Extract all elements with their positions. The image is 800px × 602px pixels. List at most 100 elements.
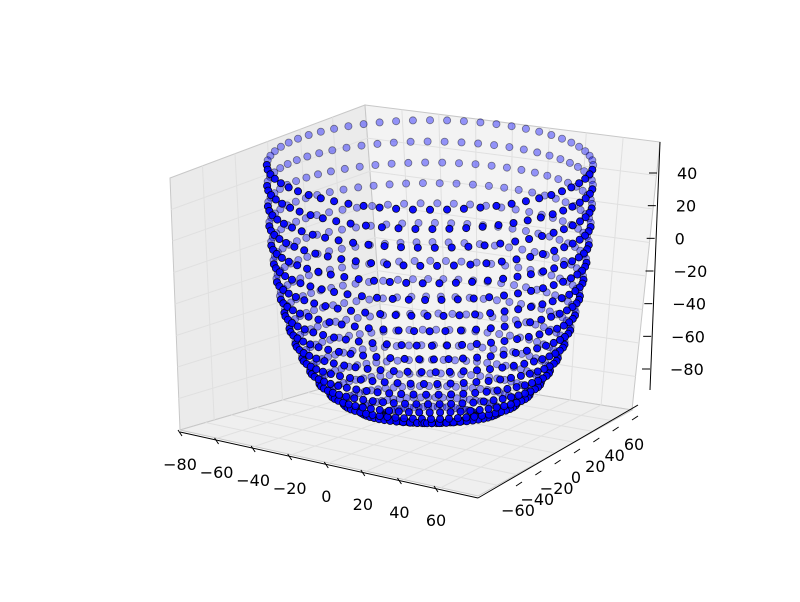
data-point: [282, 238, 291, 247]
data-point: [340, 361, 349, 370]
data-point: [486, 338, 495, 347]
data-point: [271, 195, 280, 204]
data-point: [568, 202, 577, 211]
z-tick-label: −40: [672, 295, 706, 314]
data-point: [542, 341, 551, 350]
data-point: [558, 217, 567, 226]
data-point: [389, 367, 398, 376]
data-point: [286, 203, 295, 212]
data-point: [337, 320, 346, 329]
x-tick: [433, 485, 439, 493]
data-point: [478, 222, 487, 231]
data-point: [471, 310, 480, 319]
data-point: [468, 180, 477, 189]
data-point: [369, 181, 378, 190]
data-point: [434, 390, 443, 399]
data-point: [529, 357, 538, 366]
data-point: [500, 322, 509, 331]
data-point: [403, 367, 412, 376]
data-point: [447, 399, 456, 408]
x-tick-label: −20: [273, 479, 307, 498]
data-point: [317, 285, 326, 294]
data-point: [300, 296, 309, 305]
data-point: [400, 399, 409, 408]
data-point: [379, 325, 388, 334]
data-point: [276, 142, 285, 151]
data-point: [393, 379, 402, 388]
data-point: [426, 256, 435, 265]
data-point: [399, 261, 408, 270]
data-point: [438, 158, 447, 167]
data-point: [373, 388, 382, 397]
data-point: [421, 295, 430, 304]
data-point: [561, 198, 570, 207]
data-point: [526, 270, 535, 279]
data-point: [444, 355, 453, 364]
data-point: [312, 365, 321, 374]
data-point: [547, 130, 556, 139]
data-point: [525, 207, 534, 216]
data-point: [391, 311, 400, 320]
data-point: [557, 294, 566, 303]
data-point: [402, 278, 411, 287]
y-tick: [535, 470, 542, 476]
data-point: [447, 390, 456, 399]
data-point: [471, 160, 480, 169]
data-point: [325, 318, 334, 327]
y-tick: [573, 448, 581, 454]
data-point: [509, 218, 518, 227]
data-point: [314, 267, 323, 276]
data-point: [297, 227, 306, 236]
data-point: [404, 341, 413, 350]
data-point: [357, 292, 366, 301]
data-point: [486, 324, 495, 333]
data-point: [462, 310, 471, 319]
data-point: [443, 116, 452, 125]
data-point: [385, 180, 394, 189]
data-point: [353, 313, 362, 322]
data-point: [346, 219, 355, 228]
data-point: [343, 290, 352, 299]
data-point: [500, 402, 509, 411]
data-point: [450, 356, 459, 365]
data-point: [469, 398, 478, 407]
data-point: [428, 225, 437, 234]
data-point: [291, 197, 300, 206]
data-point: [366, 404, 375, 413]
data-point: [578, 186, 587, 195]
data-point: [486, 309, 495, 318]
data-point: [475, 405, 484, 414]
data-point: [379, 276, 388, 285]
data-point: [537, 315, 546, 324]
data-point: [284, 289, 293, 298]
data-point: [345, 373, 354, 382]
data-point: [571, 287, 580, 296]
data-point: [418, 325, 427, 334]
data-point: [314, 315, 323, 324]
data-point: [457, 257, 466, 266]
data-point: [385, 389, 394, 398]
data-point: [275, 268, 284, 277]
data-point: [293, 322, 302, 331]
data-point: [293, 187, 302, 196]
data-point: [321, 302, 330, 311]
data-point: [575, 235, 584, 244]
data-point: [435, 179, 444, 188]
data-point: [302, 173, 311, 182]
data-point: [340, 272, 349, 281]
data-point: [511, 205, 520, 214]
data-point: [278, 199, 287, 208]
data-point: [270, 147, 279, 156]
data-point: [293, 261, 302, 270]
data-point: [489, 396, 498, 405]
data-point: [306, 282, 315, 291]
data-point: [340, 164, 349, 173]
data-point: [375, 203, 384, 212]
data-point: [419, 379, 428, 388]
data-point: [456, 407, 465, 416]
data-point: [514, 391, 523, 400]
data-point: [415, 355, 424, 364]
data-point: [474, 139, 483, 148]
data-point: [545, 352, 554, 361]
data-point: [386, 354, 395, 363]
